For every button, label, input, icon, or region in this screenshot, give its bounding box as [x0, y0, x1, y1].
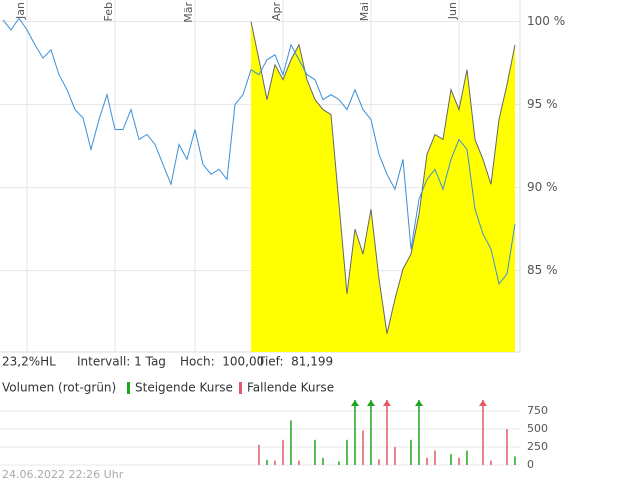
line	[2, 17, 516, 286]
volume-bar	[466, 450, 468, 465]
volume-bar	[434, 450, 436, 465]
y-tick-label: 750	[527, 404, 548, 417]
volume-bar	[266, 459, 268, 465]
volume-bar	[362, 430, 364, 465]
x-tick-label: Mär	[182, 2, 195, 23]
legend-title: Volumen (rot-grün)	[2, 381, 116, 395]
y-tick-label: 0	[527, 458, 534, 471]
volume-bar	[354, 400, 356, 465]
y-tick-label: 90 %	[527, 180, 558, 194]
overflow-arrow	[415, 400, 423, 406]
overflow-arrow	[367, 400, 375, 406]
overflow-arrow	[383, 400, 391, 406]
info-text: 23,2%HL	[2, 355, 56, 369]
volume-bar	[482, 400, 484, 465]
info-text: Tief: 81,199	[257, 355, 333, 369]
info-text: Intervall: 1 Tag	[77, 355, 166, 369]
y-tick-label: 500	[527, 422, 548, 435]
volume-bar	[394, 447, 396, 465]
legend-swatch	[239, 382, 242, 394]
volume-bar	[346, 439, 348, 465]
volume-bar	[458, 457, 460, 465]
overflow-arrow	[479, 400, 487, 406]
volume-bar	[322, 457, 324, 465]
volume-bar	[514, 456, 516, 465]
volume-bar	[298, 460, 300, 465]
volume-bar	[370, 400, 372, 465]
x-tick-label: Jan	[14, 2, 27, 20]
volume-bar	[338, 461, 340, 465]
y-tick-label: 95 %	[527, 97, 558, 111]
x-tick-label: Mai	[358, 2, 371, 21]
y-tick-label: 85 %	[527, 263, 558, 277]
overflow-arrow	[351, 400, 359, 406]
x-tick-label: Feb	[102, 2, 115, 21]
volume-bar	[290, 420, 292, 465]
legend-swatch	[127, 382, 130, 394]
timestamp: 24.06.2022 22:26 Uhr	[2, 468, 124, 481]
volume-bar	[386, 400, 388, 465]
volume-bar	[258, 444, 260, 465]
volume-bar	[378, 459, 380, 465]
volume-bar	[490, 460, 492, 465]
volume-bar	[282, 439, 284, 465]
volume-bar	[314, 439, 316, 465]
x-tick-label: Jun	[446, 2, 459, 20]
info-text: Hoch: 100,00	[180, 355, 264, 369]
area	[251, 21, 515, 353]
legend-label: Fallende Kurse	[247, 381, 334, 395]
legend-label: Steigende Kurse	[135, 381, 233, 395]
volume-bar	[418, 400, 420, 465]
y-tick-label: 250	[527, 440, 548, 453]
x-tick-label: Apr	[270, 2, 283, 22]
volume-bar	[450, 454, 452, 465]
volume-bar	[410, 439, 412, 465]
volume-bar	[426, 457, 428, 465]
volume-bar	[506, 429, 508, 465]
y-tick-label: 100 %	[527, 14, 565, 28]
volume-bar	[274, 460, 276, 465]
